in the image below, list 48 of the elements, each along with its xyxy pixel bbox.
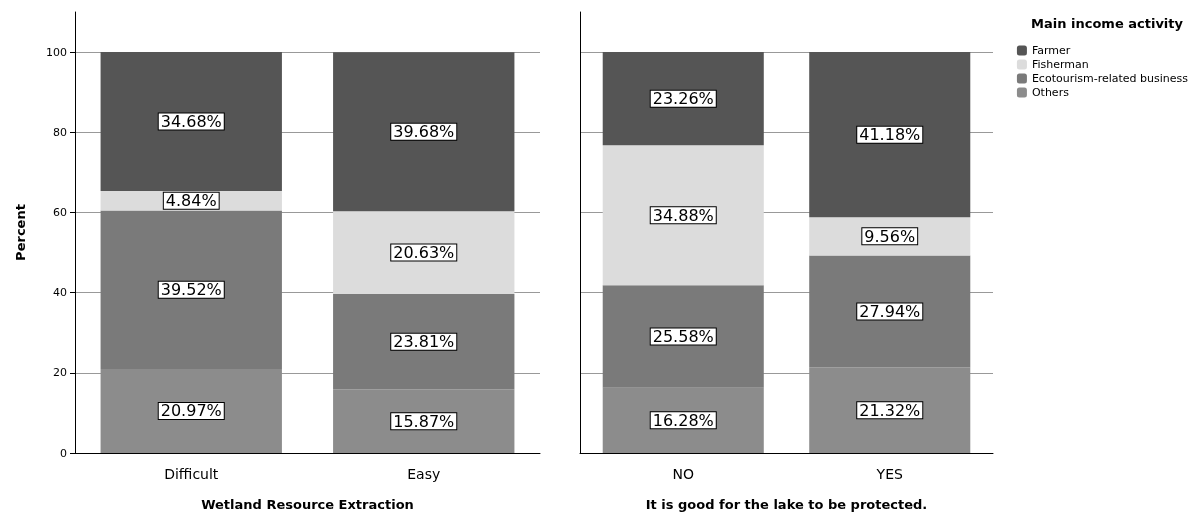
bar xyxy=(333,293,515,390)
data-label: 9.56% xyxy=(864,226,916,246)
x-tick-label: NO xyxy=(672,466,694,482)
bar xyxy=(333,389,515,453)
legend-label: Fisherman xyxy=(1031,58,1089,71)
y-tick-label: 60 xyxy=(53,205,67,219)
bar xyxy=(333,211,515,294)
x-tick-label: YES xyxy=(875,466,903,482)
y-tick-label: 80 xyxy=(53,125,67,139)
data-label: 4.84% xyxy=(165,191,217,211)
data-label: 25.58% xyxy=(652,326,714,346)
bar xyxy=(602,387,764,453)
data-label: 27.94% xyxy=(859,302,921,322)
legend-label: Ecotourism-related business xyxy=(1031,72,1189,85)
bar xyxy=(809,52,971,218)
bar xyxy=(602,285,764,388)
legend-title: Main income activity xyxy=(1031,16,1184,31)
x-axis-title: Wetland Resource Extraction xyxy=(201,497,414,512)
y-tick-label: 40 xyxy=(53,286,67,300)
x-tick-label: Easy xyxy=(407,466,441,482)
data-label: 39.68% xyxy=(393,122,455,142)
x-tick-label: Difficult xyxy=(164,466,219,482)
data-label: 15.87% xyxy=(393,411,455,431)
bar xyxy=(100,368,282,453)
data-label: 20.63% xyxy=(393,243,455,263)
y-tick-label: 0 xyxy=(60,446,67,460)
bar xyxy=(809,255,971,368)
data-label: 34.88% xyxy=(652,205,714,225)
data-label: 23.81% xyxy=(393,332,455,352)
bar xyxy=(333,52,515,212)
bar xyxy=(602,145,764,286)
y-tick-label: 100 xyxy=(46,45,67,59)
data-label: 41.18% xyxy=(859,125,921,145)
bar xyxy=(100,210,282,369)
legend-label: Others xyxy=(1031,86,1070,99)
data-label: 20.97% xyxy=(160,401,222,421)
data-label: 23.26% xyxy=(652,89,714,109)
legend-label: Farmer xyxy=(1031,44,1071,57)
data-label: 16.28% xyxy=(652,410,714,430)
data-label: 34.68% xyxy=(160,112,222,132)
y-tick-label: 20 xyxy=(53,366,67,380)
bar xyxy=(100,52,282,192)
data-label: 21.32% xyxy=(859,400,921,420)
data-label: 39.52% xyxy=(160,280,222,300)
x-axis-title: It is good for the lake to be protected. xyxy=(645,497,928,512)
bar xyxy=(602,52,764,146)
y-axis-title: Percent xyxy=(13,204,28,261)
bar xyxy=(809,367,971,453)
